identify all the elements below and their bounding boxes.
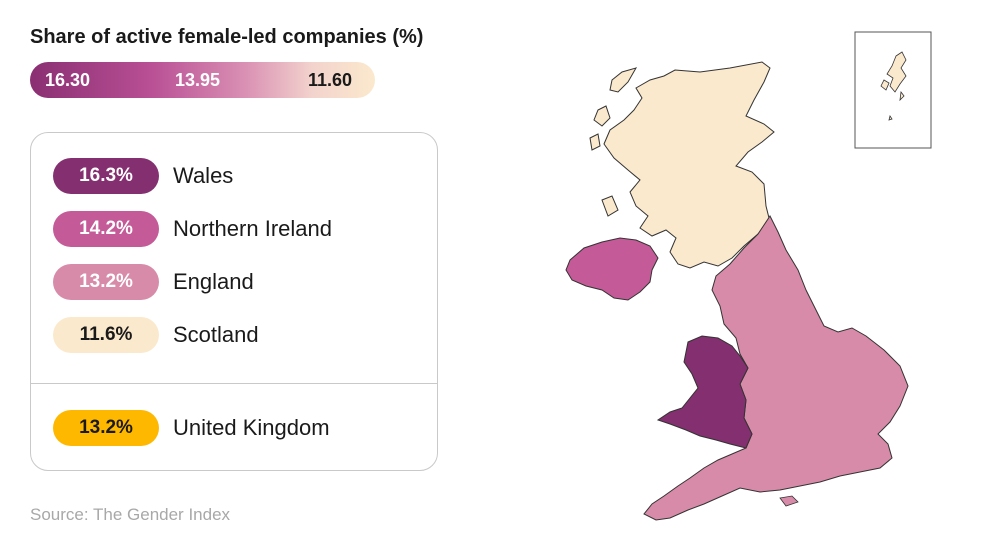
scale-mid-label: 13.95 (175, 70, 221, 90)
region-scotland (589, 61, 775, 269)
scale-min-label: 11.60 (308, 70, 353, 90)
legend-item-wales: 16.3% Wales (53, 158, 233, 194)
value-pill-scotland: 11.6% (53, 317, 159, 353)
legend-item-england: 13.2% England (53, 264, 254, 300)
uk-map (565, 31, 932, 521)
region-name-wales: Wales (173, 163, 234, 188)
value-pill-northern-ireland: 14.2% (53, 211, 159, 247)
legend-item-united-kingdom: 13.2% United Kingdom (53, 410, 330, 446)
region-wales (656, 335, 753, 449)
region-name-england: England (173, 269, 254, 294)
chart-title: Share of active female-led companies (%) (30, 26, 424, 48)
legend-item-northern-ireland: 14.2% Northern Ireland (53, 211, 332, 247)
region-northern-ireland (565, 237, 659, 301)
region-isle-of-wight (779, 495, 799, 507)
legend-panel: 16.3% Wales 14.2% Northern Ireland 13.2%… (30, 132, 438, 471)
value-pill-wales: 16.3% (53, 158, 159, 194)
legend-divider (31, 383, 437, 384)
region-name-northern-ireland: Northern Ireland (173, 216, 332, 241)
color-scale: 16.30 13.95 11.60 (30, 62, 375, 98)
region-name-united-kingdom: United Kingdom (173, 415, 330, 440)
region-name-scotland: Scotland (173, 322, 259, 347)
value-pill-united-kingdom: 13.2% (53, 410, 159, 446)
region-shetland (880, 51, 907, 121)
scale-max-label: 16.30 (45, 70, 91, 90)
legend-item-scotland: 11.6% Scotland (53, 317, 259, 353)
source-note: Source: The Gender Index (30, 505, 231, 524)
value-pill-england: 13.2% (53, 264, 159, 300)
region-england (643, 215, 909, 521)
